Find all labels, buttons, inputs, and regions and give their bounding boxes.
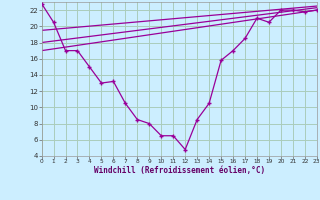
X-axis label: Windchill (Refroidissement éolien,°C): Windchill (Refroidissement éolien,°C) [94,166,265,175]
